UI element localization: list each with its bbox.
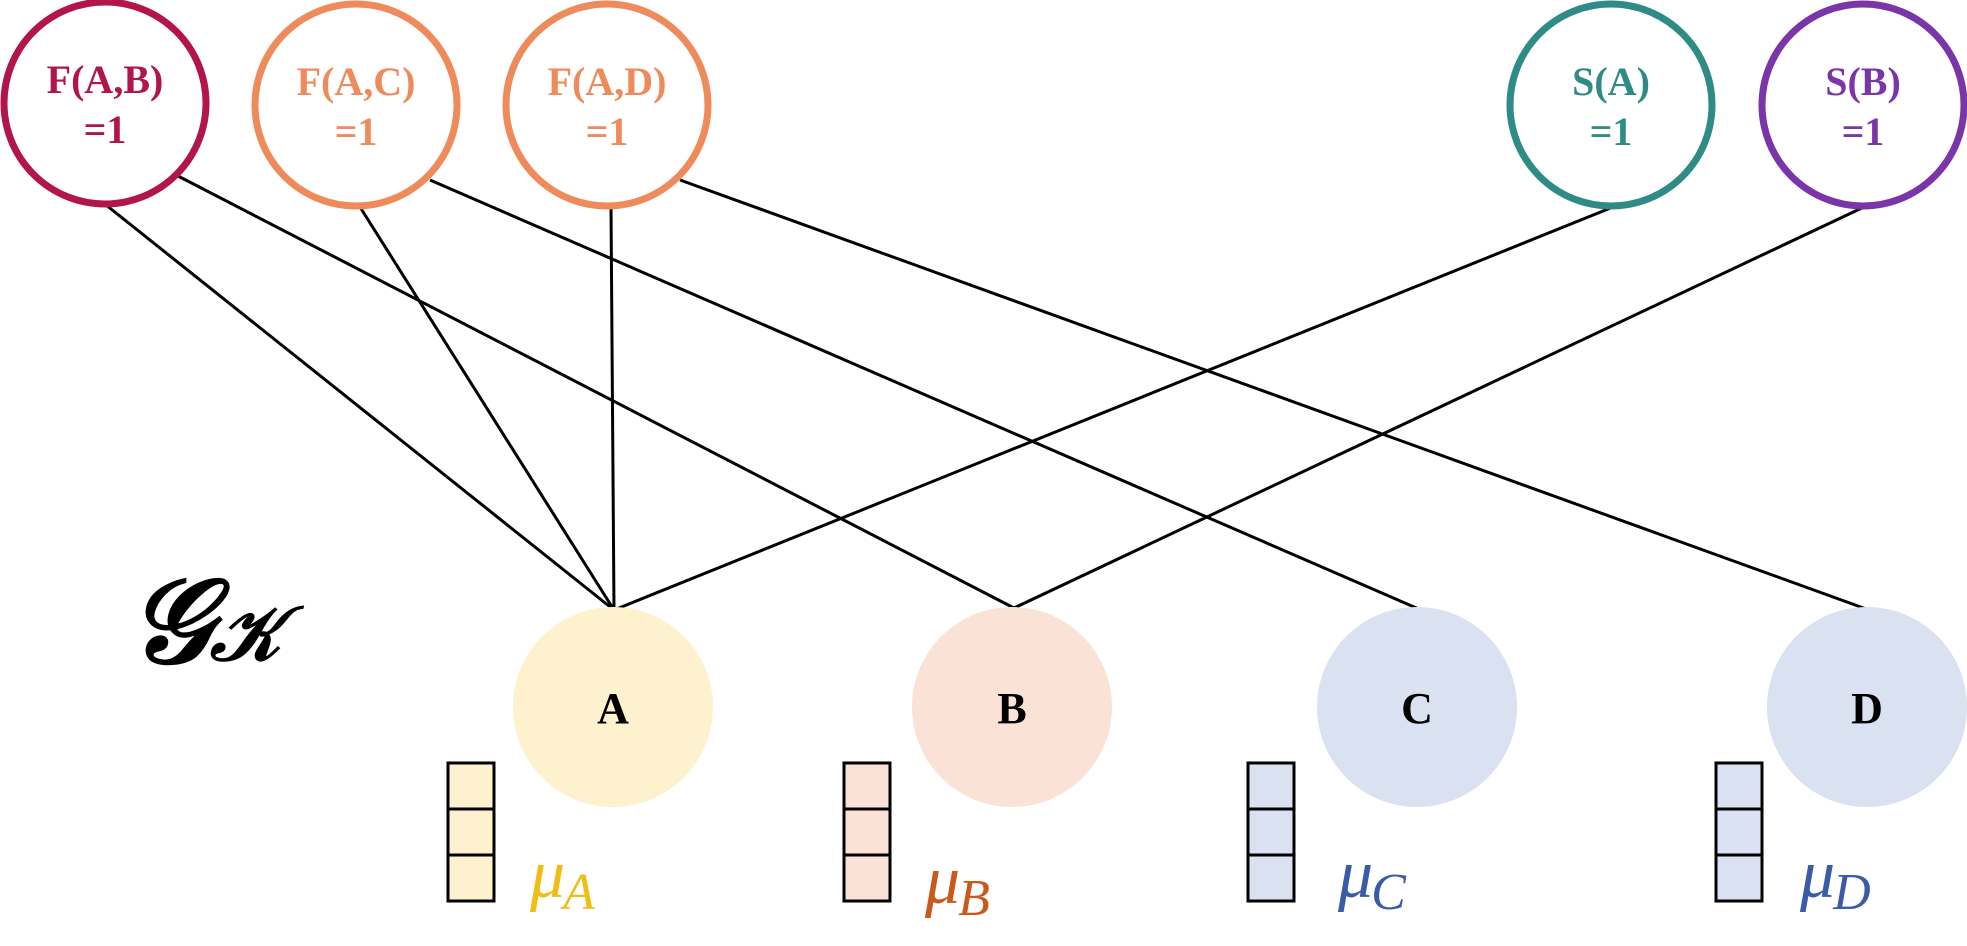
marginal-label-B: μB: [924, 842, 990, 927]
marginal-label-C: μC: [1337, 836, 1407, 921]
factor-node-fad: F(A,D) =1: [502, 0, 712, 210]
variable-circle: [1317, 607, 1517, 807]
factor-node-sa: S(A) =1: [1506, 0, 1716, 210]
belief-cell: [1246, 761, 1296, 811]
factor-circle: [502, 0, 712, 210]
variable-circle: [513, 607, 713, 807]
marginal-symbol: μ: [924, 842, 960, 919]
belief-vector-A: [446, 761, 496, 903]
edge-fac-A: [358, 206, 616, 611]
belief-cell: [842, 807, 892, 857]
factor-value: =1: [84, 107, 127, 152]
factor-label: F(A,D): [548, 59, 667, 104]
variable-label: C: [1401, 684, 1433, 733]
factor-circle: [0, 0, 210, 208]
factor-value: =1: [335, 109, 378, 154]
edges-layer: [105, 174, 1870, 612]
marginal-subscript: B: [958, 870, 990, 927]
belief-vector-B: [842, 761, 892, 903]
belief-cell: [1714, 761, 1764, 811]
belief-cell: [842, 761, 892, 811]
graph-label: 𝒢𝒦: [128, 557, 305, 688]
factor-node-fac: F(A,C) =1: [251, 0, 461, 210]
graph-label-sub: 𝒦: [209, 593, 305, 677]
factor-circle: [251, 0, 461, 210]
factor-label: F(A,C): [297, 59, 416, 104]
belief-cell: [1714, 853, 1764, 903]
belief-cell: [842, 853, 892, 903]
marginal-label-A: μA: [529, 836, 595, 921]
marginal-subscript: C: [1371, 864, 1407, 921]
factor-label: S(B): [1825, 59, 1901, 104]
marginal-subscript: A: [560, 864, 595, 921]
factor-value: =1: [586, 109, 629, 154]
marginal-subscript: D: [1832, 864, 1871, 921]
variable-circle: [912, 607, 1112, 807]
belief-cell: [446, 853, 496, 903]
belief-cell: [1246, 853, 1296, 903]
marginal-symbol: μ: [1799, 836, 1835, 913]
belief-cell: [446, 807, 496, 857]
factor-label: F(A,B): [47, 57, 164, 102]
factor-circle: [1506, 0, 1716, 210]
edge-sb-B: [1013, 205, 1865, 610]
edge-sa-A: [613, 205, 1614, 612]
variable-node-B: B: [912, 607, 1112, 807]
factor-label: S(A): [1572, 59, 1650, 104]
edge-fab-A: [105, 203, 615, 612]
variable-circle: [1767, 607, 1967, 807]
belief-cell: [1714, 807, 1764, 857]
variable-label: A: [597, 684, 629, 733]
edge-fad-A: [609, 206, 616, 611]
marginals-layer: μA μB μC μD: [446, 761, 1871, 927]
factor-value: =1: [1842, 109, 1885, 154]
belief-cell: [446, 761, 496, 811]
marginal-symbol: μ: [529, 836, 565, 913]
factor-node-fab: F(A,B) =1: [0, 0, 210, 208]
variable-node-D: D: [1767, 607, 1967, 807]
factor-node-sb: S(B) =1: [1758, 0, 1967, 210]
variables-layer: A B C D: [513, 607, 1967, 807]
factor-value: =1: [1590, 109, 1633, 154]
belief-vector-C: [1246, 761, 1296, 903]
marginal-symbol: μ: [1337, 836, 1373, 913]
variable-label: B: [997, 684, 1026, 733]
belief-cell: [1246, 807, 1296, 857]
variable-label: D: [1851, 684, 1883, 733]
variable-node-A: A: [513, 607, 713, 807]
edge-fab-B: [177, 174, 1015, 610]
variable-node-C: C: [1317, 607, 1517, 807]
factor-circle: [1758, 0, 1967, 210]
edge-fac-C: [429, 178, 1422, 612]
belief-vector-D: [1714, 761, 1764, 903]
factors-layer: F(A,B) =1 F(A,C) =1 F(A,D) =1 S(A) =1 S(B) =1: [0, 0, 1967, 210]
edge-fad-D: [679, 178, 1870, 612]
marginal-label-D: μD: [1799, 836, 1871, 921]
